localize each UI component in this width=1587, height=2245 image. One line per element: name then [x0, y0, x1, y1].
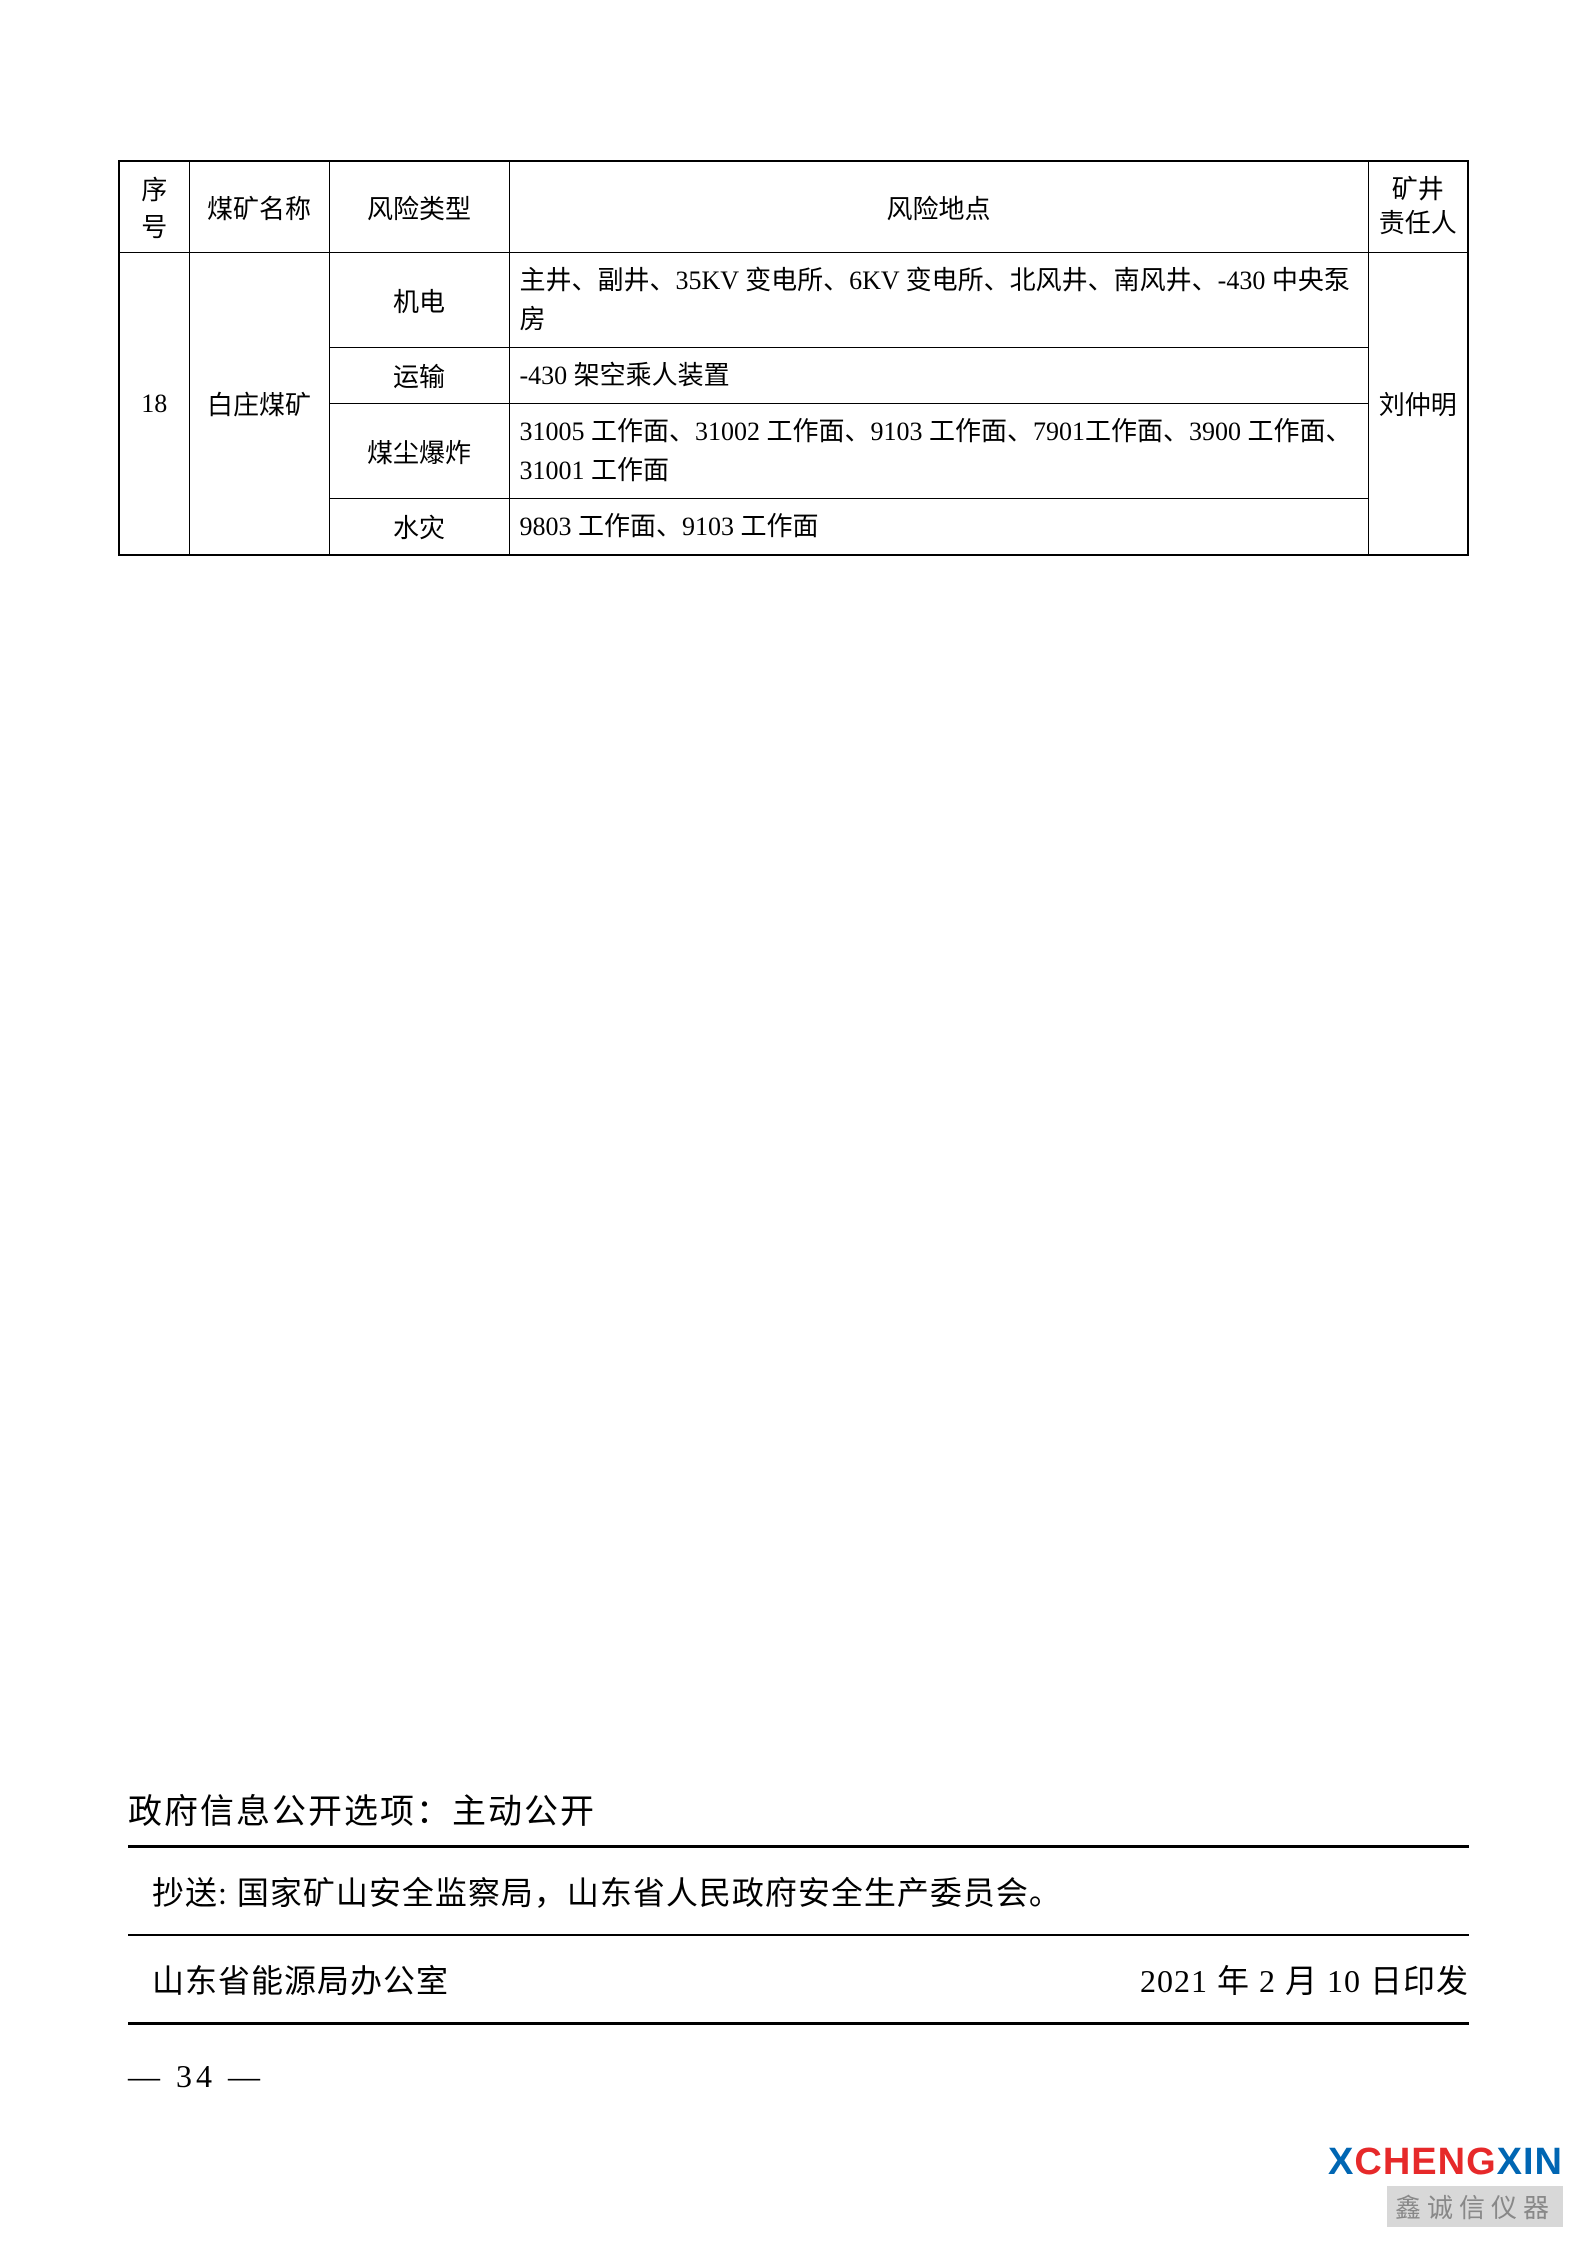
header-seq: 序号	[119, 161, 189, 253]
header-risk-type: 风险类型	[329, 161, 509, 253]
table-row: 18 白庄煤矿 机电 主井、副井、35KV 变电所、6KV 变电所、北风井、南风…	[119, 253, 1468, 348]
cell-risk-type-2: 煤尘爆炸	[329, 404, 509, 499]
watermark-brand: XCHENGXIN	[1328, 2141, 1563, 2184]
header-mine-name: 煤矿名称	[189, 161, 329, 253]
page-container: 序号 煤矿名称 风险类型 风险地点 矿井 责任人 18 白庄煤矿 机电 主井、副…	[0, 0, 1587, 2245]
issuer-name: 山东省能源局办公室	[152, 1956, 449, 2002]
page-number: — 34 —	[128, 2058, 264, 2095]
cell-risk-type-0: 机电	[329, 253, 509, 348]
cell-mine-name: 白庄煤矿	[189, 253, 329, 556]
footer-section: 政府信息公开选项：主动公开 抄送: 国家矿山安全监察局，山东省人民政府安全生产委…	[128, 1784, 1469, 2025]
issuer-line: 山东省能源局办公室 2021 年 2 月 10 日印发	[128, 1936, 1469, 2025]
cell-seq: 18	[119, 253, 189, 556]
watermark-eng: ENG	[1411, 2141, 1496, 2183]
cell-risk-type-1: 运输	[329, 348, 509, 404]
header-risk-location: 风险地点	[509, 161, 1368, 253]
disclosure-line: 政府信息公开选项：主动公开	[128, 1784, 1469, 1848]
cell-risk-location-3: 9803 工作面、9103 工作面	[509, 499, 1368, 556]
table-header-row: 序号 煤矿名称 风险类型 风险地点 矿井 责任人	[119, 161, 1468, 253]
cell-risk-location-2: 31005 工作面、31002 工作面、9103 工作面、7901工作面、390…	[509, 404, 1368, 499]
cell-risk-location-0: 主井、副井、35KV 变电所、6KV 变电所、北风井、南风井、-430 中央泵房	[509, 253, 1368, 348]
cell-risk-type-3: 水灾	[329, 499, 509, 556]
risk-table: 序号 煤矿名称 风险类型 风险地点 矿井 责任人 18 白庄煤矿 机电 主井、副…	[118, 160, 1469, 556]
watermark-x: X	[1328, 2141, 1354, 2183]
header-mine-person: 矿井 责任人	[1368, 161, 1468, 253]
cell-risk-location-1: -430 架空乘人装置	[509, 348, 1368, 404]
watermark: XCHENGXIN 鑫诚信仪器	[1328, 2141, 1563, 2227]
watermark-ch: CH	[1354, 2141, 1411, 2183]
cell-person: 刘仲明	[1368, 253, 1468, 556]
issue-date: 2021 年 2 月 10 日印发	[1140, 1956, 1469, 2002]
cc-line: 抄送: 国家矿山安全监察局，山东省人民政府安全生产委员会。	[128, 1848, 1469, 1936]
watermark-xin: XIN	[1497, 2141, 1563, 2183]
watermark-subtitle: 鑫诚信仪器	[1387, 2186, 1563, 2227]
